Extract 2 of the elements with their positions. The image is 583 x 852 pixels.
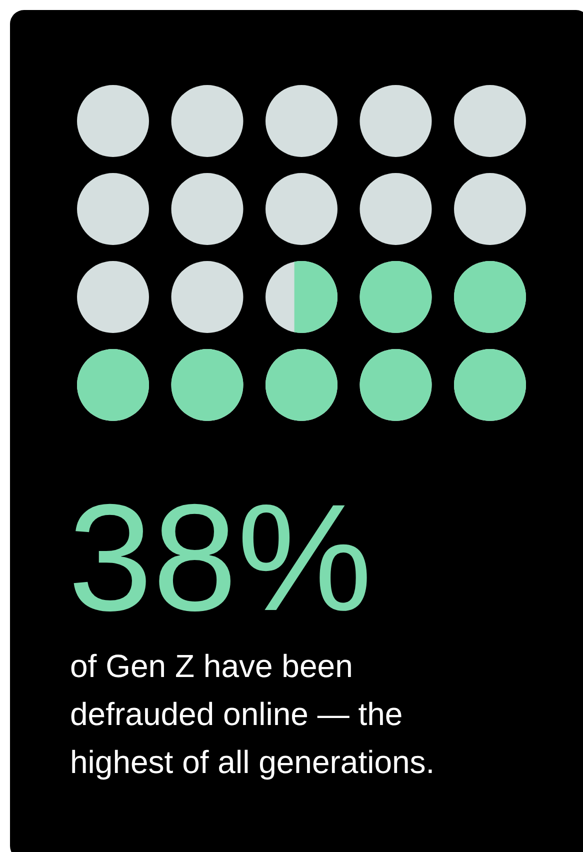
text: of Gen Z have been defrauded online — the highest of all generations. [70,647,436,782]
data-label: 38% [68,473,372,643]
